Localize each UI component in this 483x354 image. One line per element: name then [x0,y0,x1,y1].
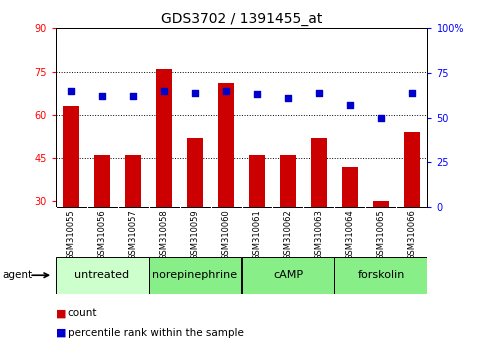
Text: agent: agent [2,270,32,280]
Point [253,92,261,97]
Point [222,88,230,94]
Text: GSM310058: GSM310058 [159,210,169,260]
Point [346,102,354,108]
Bar [311,138,327,207]
Bar [373,201,389,207]
Text: untreated: untreated [74,270,129,280]
Text: ■: ■ [56,328,66,338]
Text: cAMP: cAMP [273,270,303,280]
Bar [125,155,141,207]
Bar [404,132,420,207]
Point [67,88,75,94]
Bar [342,167,358,207]
Bar [218,83,234,207]
Text: percentile rank within the sample: percentile rank within the sample [68,328,243,338]
Text: GSM310055: GSM310055 [67,210,75,260]
Point [284,95,292,101]
Bar [94,155,110,207]
Text: GSM310066: GSM310066 [408,210,416,261]
Bar [56,257,149,294]
Text: GSM310065: GSM310065 [376,210,385,260]
Bar [249,155,265,207]
Bar [187,138,203,207]
Text: GSM310061: GSM310061 [253,210,261,260]
Text: forskolin: forskolin [357,270,405,280]
Text: ■: ■ [56,308,66,318]
Text: GSM310057: GSM310057 [128,210,138,260]
Point [315,90,323,96]
Point [129,93,137,99]
Bar [63,106,79,207]
Text: GSM310059: GSM310059 [190,210,199,260]
Text: GSM310060: GSM310060 [222,210,230,260]
Text: norepinephrine: norepinephrine [153,270,238,280]
Point [98,93,106,99]
Text: GSM310062: GSM310062 [284,210,293,260]
Bar [242,257,334,294]
Text: GDS3702 / 1391455_at: GDS3702 / 1391455_at [161,12,322,27]
Text: GSM310063: GSM310063 [314,210,324,261]
Bar [280,155,296,207]
Point [377,115,385,120]
Bar [334,257,427,294]
Text: GSM310056: GSM310056 [98,210,107,260]
Bar [156,69,172,207]
Text: count: count [68,308,97,318]
Point [408,90,416,96]
Point [160,88,168,94]
Text: GSM310064: GSM310064 [345,210,355,260]
Bar [149,257,242,294]
Point [191,90,199,96]
